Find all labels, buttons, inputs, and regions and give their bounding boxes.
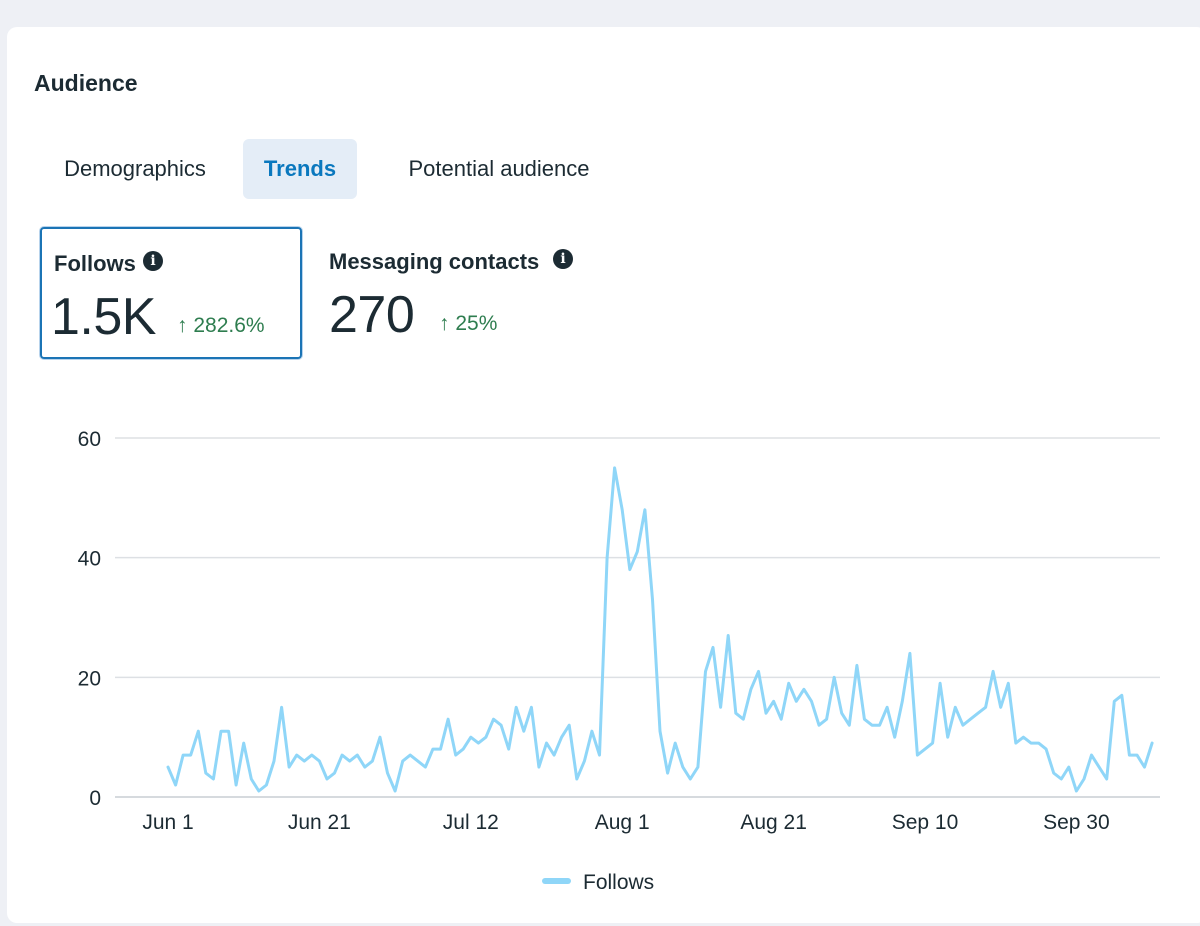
info-icon[interactable]: i [143, 251, 163, 271]
metric-change: ↑ 282.6% [177, 314, 265, 337]
y-tick-label: 0 [89, 787, 101, 810]
x-tick-label: Aug 1 [595, 811, 650, 834]
metric-label: Follows [54, 251, 136, 276]
metric-card-follows[interactable]: Follows i 1.5K ↑ 282.6% [40, 227, 302, 359]
tab-trends[interactable]: Trends [243, 139, 357, 199]
x-tick-label: Jun 21 [288, 811, 351, 834]
x-tick-label: Sep 30 [1043, 811, 1110, 834]
y-tick-label: 60 [78, 428, 101, 451]
tab-potential-audience[interactable]: Potential audience [408, 156, 590, 181]
metric-label: Messaging contacts [329, 249, 540, 274]
chart-legend: Follows [542, 871, 654, 894]
metric-card-messaging-contacts[interactable]: Messaging contacts i 270 ↑ 25% [327, 227, 587, 355]
x-axis-ticks: Jun 1 Jun 21 Jul 12 Aug 1 Aug 21 Sep 10 Sep 30 [142, 811, 1109, 834]
legend-label: Follows [583, 871, 654, 894]
info-icon[interactable]: i [553, 249, 573, 269]
x-tick-label: Aug 21 [740, 811, 807, 834]
metric-value: 1.5K [51, 288, 156, 346]
chart-grid [115, 437, 1160, 798]
y-tick-label: 40 [78, 548, 101, 571]
y-axis-ticks: 0 20 40 60 [78, 428, 101, 810]
metric-change: ↑ 25% [439, 312, 498, 335]
x-tick-label: Sep 10 [892, 811, 959, 834]
series-line-follows [166, 466, 1154, 793]
x-tick-label: Jul 12 [443, 811, 499, 834]
y-tick-label: 20 [78, 667, 101, 690]
section-title: Audience [34, 70, 138, 96]
metric-value: 270 [329, 286, 415, 344]
tab-demographics[interactable]: Demographics [64, 156, 206, 181]
x-tick-label: Jun 1 [142, 811, 193, 834]
